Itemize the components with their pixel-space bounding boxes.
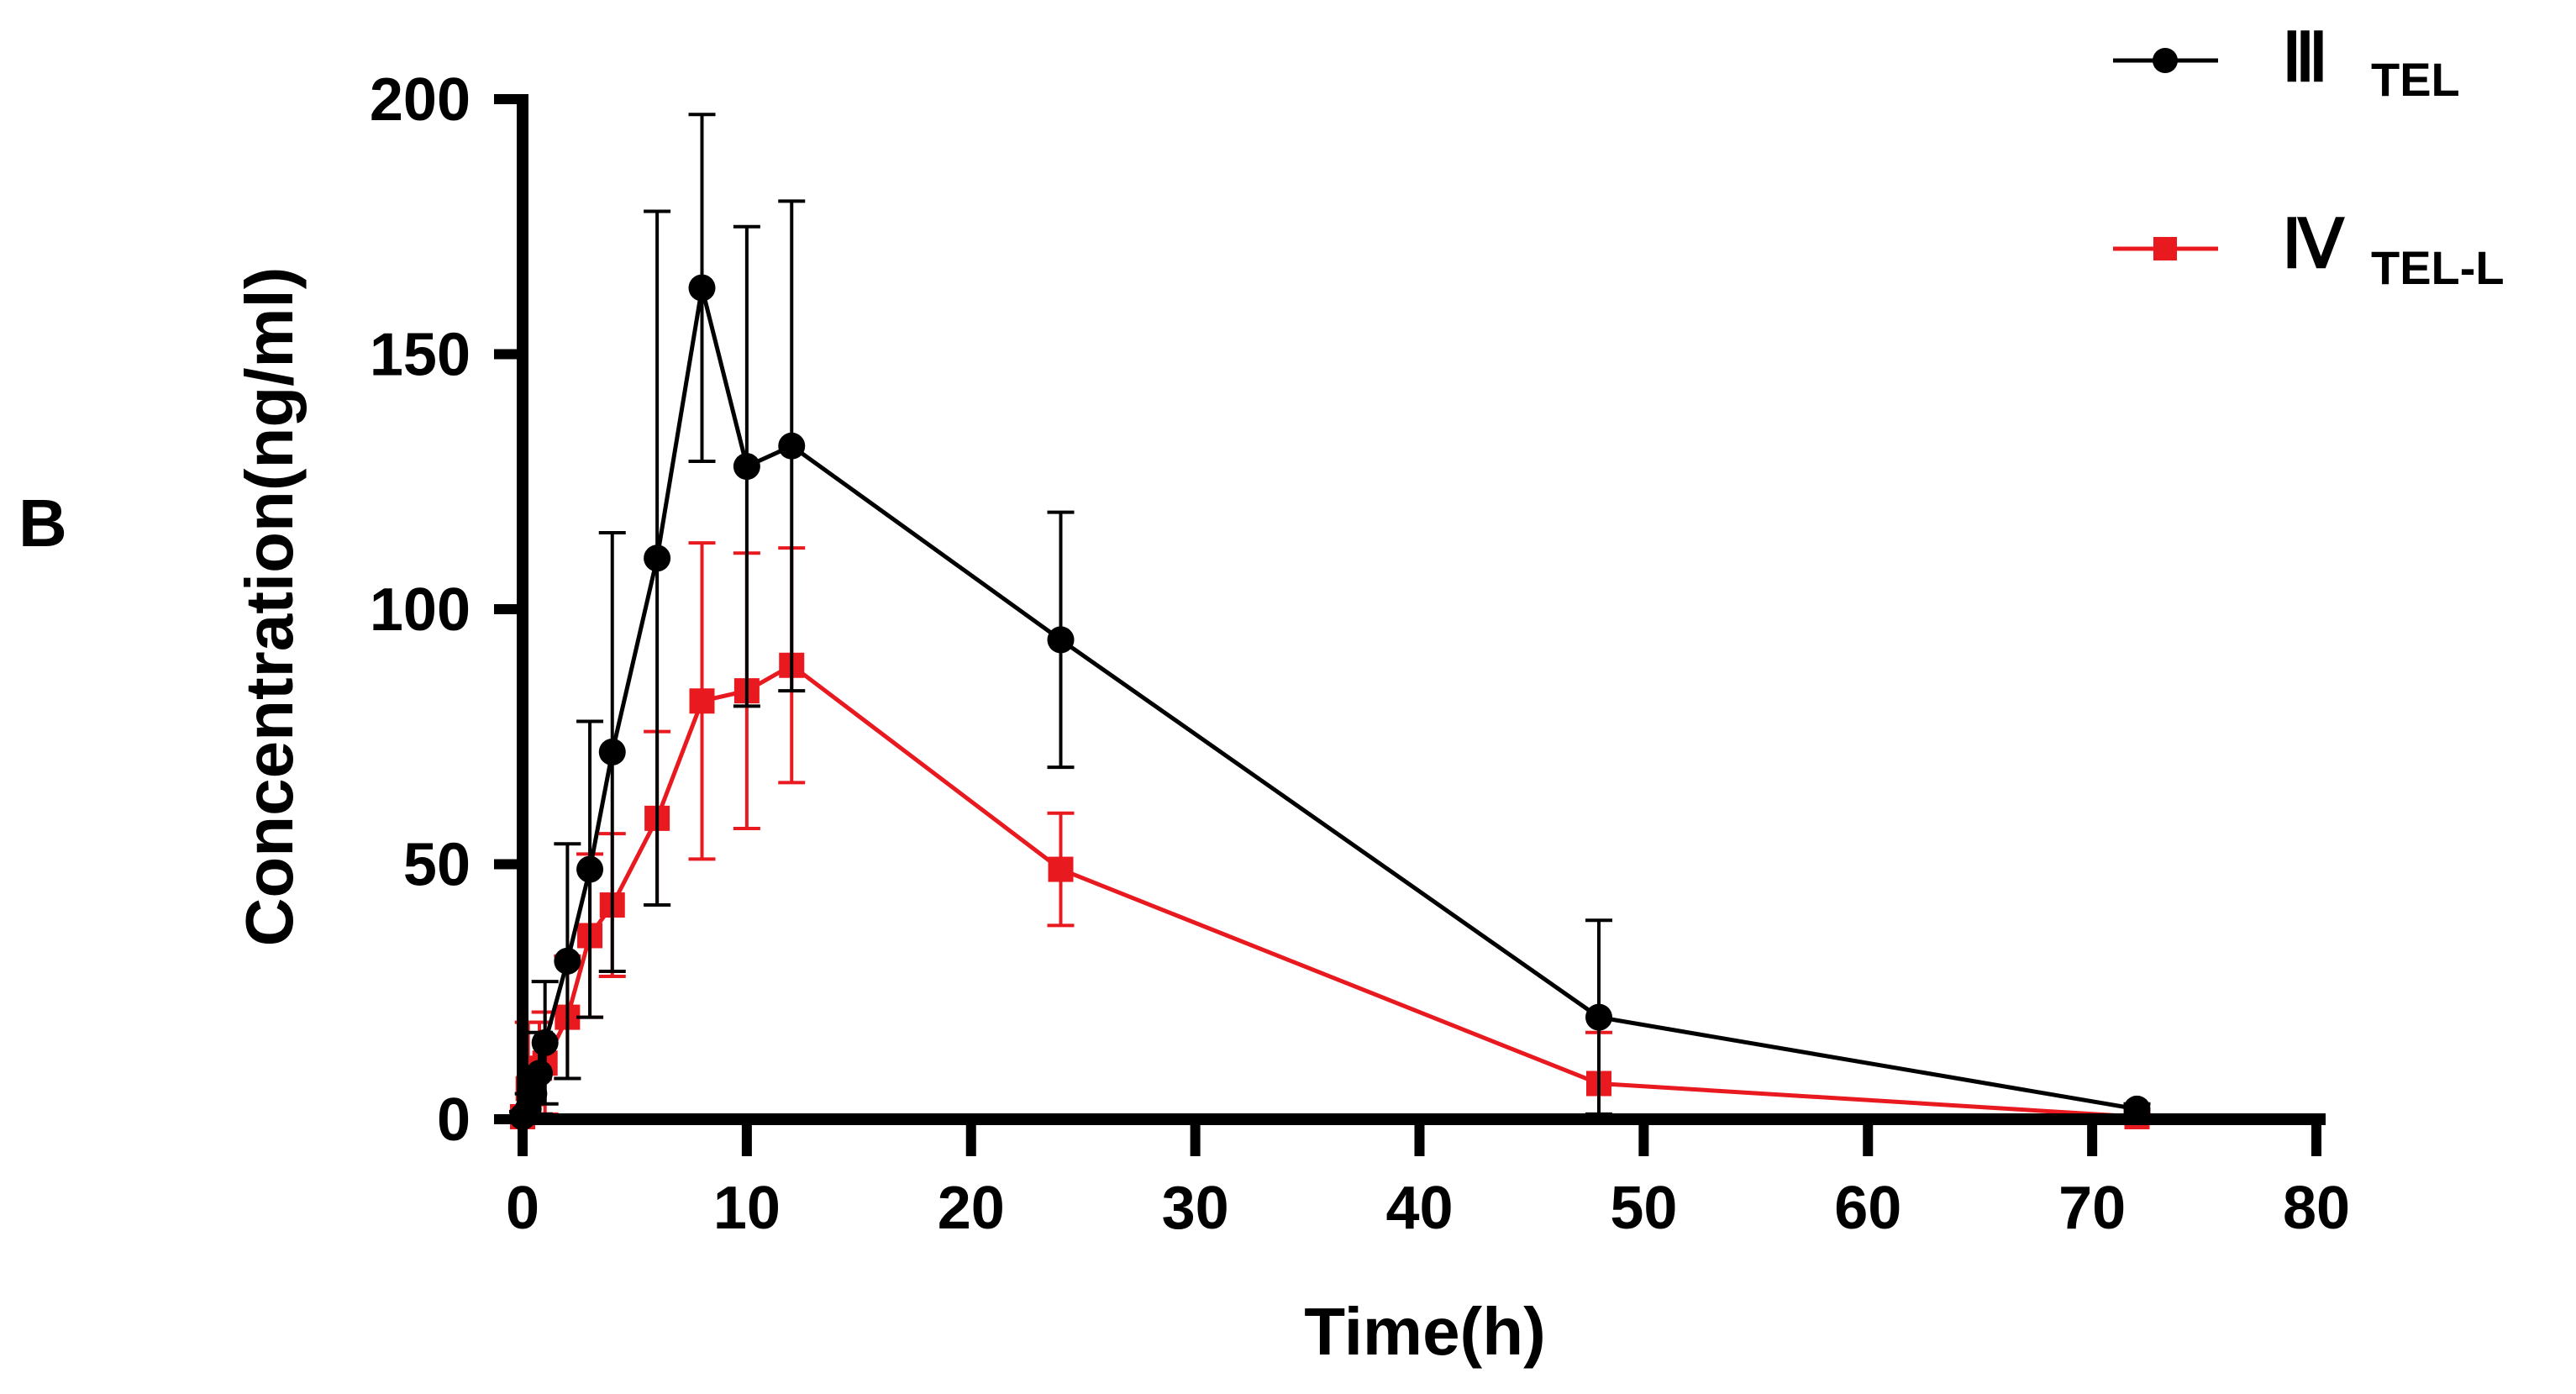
data-point [526,1060,554,1087]
data-point [598,738,626,765]
x-tick-label: 50 [1610,1175,1677,1242]
legend-marker-circle [2153,48,2178,73]
x-axis-title: Time(h) [1304,1294,1545,1369]
x-tick-label: 40 [1385,1175,1453,1242]
legend-label-sub: TEL [2371,53,2460,106]
x-tick-label: 20 [938,1175,1005,1242]
data-point [1048,856,1074,882]
y-ticks: 0 50 100 150 200 [370,66,523,1154]
y-tick-label: 50 [403,832,471,899]
legend-label-sub: TEL-L [2371,241,2505,294]
legend: Ⅲ TEL Ⅳ TEL-L [2113,22,2505,294]
data-point [733,453,760,481]
data-point [1585,1003,1612,1031]
series-iv-tel-l [509,541,2151,1129]
legend-entry-iv-tel-l: Ⅳ TEL-L [2113,208,2505,294]
legend-entry-iii-tel: Ⅲ TEL [2113,22,2460,106]
data-point [576,855,604,883]
legend-marker-square [2153,237,2177,260]
data-point [778,432,806,460]
data-point [531,1028,559,1056]
x-tick-label: 0 [506,1175,539,1242]
x-tick-label: 30 [1162,1175,1229,1242]
x-tick-label: 10 [713,1175,781,1242]
y-tick-label: 0 [437,1086,471,1154]
y-axis-title: Concentration(ng/ml) [232,267,307,947]
x-ticks: 0 10 20 30 40 50 60 70 80 [506,1119,2350,1242]
x-tick-label: 70 [2058,1175,2126,1242]
series-line-iv-tel-l [520,662,2137,1119]
panel-label: B [18,486,67,560]
data-point [554,947,581,975]
legend-label-roman: Ⅳ [2282,208,2345,282]
x-tick-label: 60 [1834,1175,1901,1242]
plot-area [509,113,2151,1130]
y-tick-label: 150 [370,322,471,389]
axes [517,94,2326,1125]
y-tick-label: 100 [370,576,471,644]
x-tick-label: 80 [2283,1175,2350,1242]
series-line-iii-tel [520,287,2137,1118]
data-point [688,274,716,302]
data-point [689,688,715,714]
legend-label-roman: Ⅲ [2282,22,2328,96]
data-point [1047,626,1075,654]
data-point [644,544,671,572]
y-tick-label: 200 [370,66,471,134]
